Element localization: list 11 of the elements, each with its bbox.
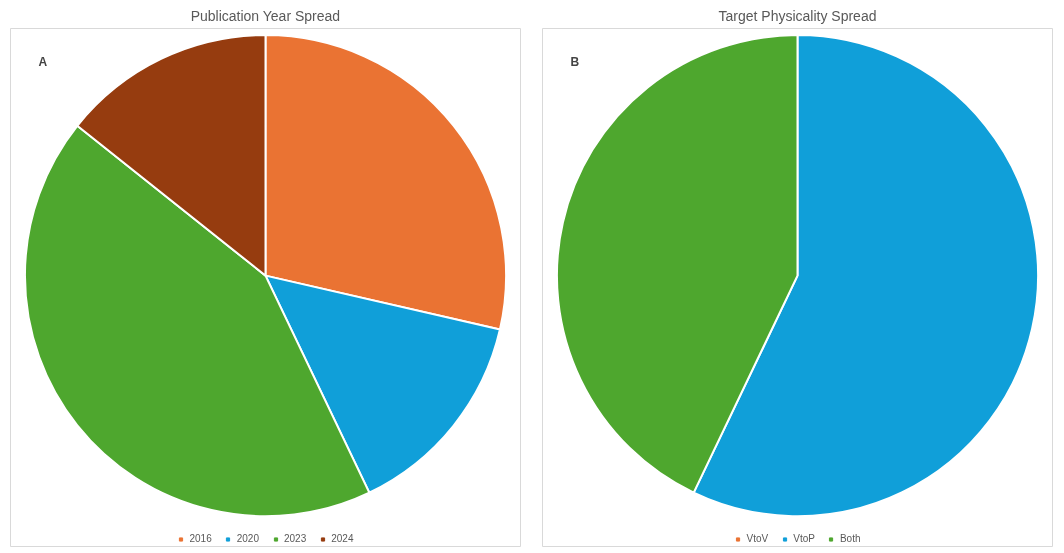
legend-label: 2020 — [236, 533, 259, 544]
legend-label: 2024 — [331, 533, 354, 544]
legend-label: Both — [839, 533, 861, 544]
legend-label: VtoV — [746, 533, 769, 544]
chart-title: Publication Year Spread — [190, 7, 341, 24]
legend-label: 2023 — [284, 533, 307, 544]
text: A — [38, 54, 48, 69]
chart-title: Target Physicality Spread — [718, 7, 877, 24]
legend-label: VtoP — [793, 533, 815, 544]
text: B — [570, 54, 580, 69]
legend-label: 2016 — [189, 533, 212, 544]
